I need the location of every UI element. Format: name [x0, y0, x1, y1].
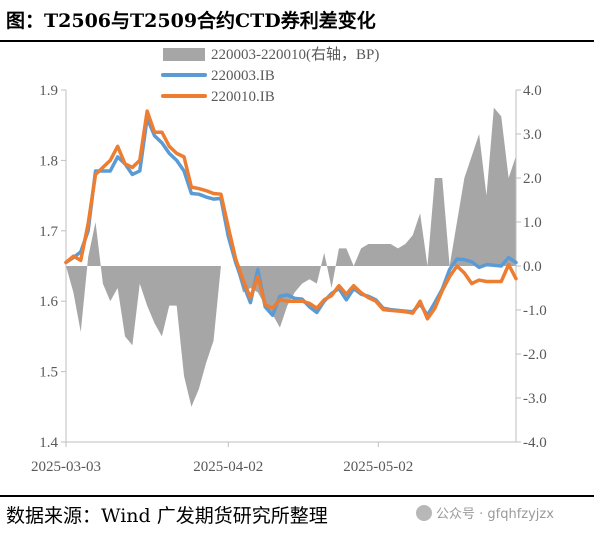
top-rule [0, 40, 594, 42]
right-tick-label: 0.0 [523, 259, 542, 275]
left-tick-label: 1.9 [39, 83, 58, 99]
source-note: 数据来源：Wind 广发期货研究所整理 [6, 505, 328, 527]
watermark: 公众号 · gfqhfzyjzx [416, 503, 554, 522]
axes-layer: 1.4 1.5 1.6 1.7 1.8 1.9 -4.0 -3.0 -2.0 -1.0 0.0 1.0… [31, 83, 547, 475]
x-tick-label: 2025-05-02 [343, 459, 413, 475]
bottom-rule [0, 495, 594, 497]
x-tick-label: 2025-04-02 [193, 459, 263, 475]
line-series-220010-IB [64, 109, 518, 321]
line-series-layer [64, 109, 518, 321]
left-tick-label: 1.6 [39, 294, 58, 310]
wechat-icon [416, 504, 432, 521]
watermark-text: 公众号 · gfqhfzyjzx [436, 507, 554, 522]
right-tick-label: -4.0 [523, 435, 547, 451]
right-tick-label: 4.0 [523, 83, 542, 99]
left-tick-label: 1.8 [39, 153, 58, 169]
right-tick-label: 1.0 [523, 215, 542, 231]
legend-label: 220003-220010(右轴，BP) [211, 46, 379, 63]
right-tick-label: -1.0 [523, 303, 547, 319]
left-tick-label: 1.4 [39, 435, 58, 451]
chart-title: 图：T2506与T2509合约CTD券利差变化 [6, 10, 376, 32]
right-tick-label: -3.0 [523, 391, 547, 407]
right-tick-label: 2.0 [523, 171, 542, 187]
area-series-220003-220010 [66, 107, 516, 407]
right-tick-label: 3.0 [523, 127, 542, 143]
right-tick-label: -2.0 [523, 347, 547, 363]
left-tick-label: 1.5 [39, 365, 58, 381]
legend-label: 220010.IB [211, 89, 275, 105]
legend-label: 220003.IB [211, 68, 275, 84]
left-tick-label: 1.7 [39, 224, 58, 240]
x-tick-label: 2025-03-03 [31, 459, 101, 475]
area-series-layer [66, 107, 516, 407]
legend-swatch-area [163, 48, 205, 61]
legend: 220003-220010(右轴，BP) 220003.IB 220010.IB [161, 46, 379, 105]
chart: 1.4 1.5 1.6 1.7 1.8 1.9 -4.0 -3.0 -2.0 -1.0 0.0 1.0… [31, 46, 547, 475]
